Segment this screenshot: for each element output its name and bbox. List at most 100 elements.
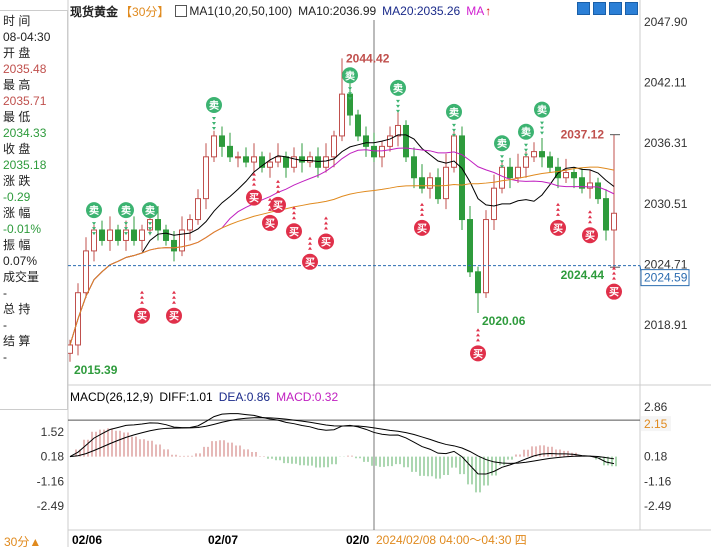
arrow-up-icon	[324, 221, 328, 225]
info-value: 0.07%	[3, 254, 38, 268]
signal-circle	[390, 79, 406, 96]
arrow-down-icon	[396, 109, 400, 113]
candle-body	[403, 124, 409, 158]
current-price-label: 2024.59	[644, 271, 688, 285]
buy-signal[interactable]: 买	[166, 290, 182, 324]
price-tick: 2036.31	[644, 136, 688, 150]
signal-label: 卖	[497, 137, 507, 150]
sell-signal[interactable]: 卖	[342, 67, 358, 101]
scroll-right-icon[interactable]	[625, 2, 638, 15]
buy-signal[interactable]: 买	[606, 266, 622, 300]
sell-signal[interactable]: 卖	[494, 135, 510, 169]
candle-body	[331, 135, 337, 158]
arrow-up-icon	[268, 207, 272, 211]
arrow-up-icon	[140, 295, 144, 299]
sell-signal[interactable]: 卖	[518, 123, 534, 157]
buy-signal[interactable]: 买	[246, 172, 262, 206]
arrow-up-icon[interactable]: ↑	[485, 4, 492, 18]
candle-body	[187, 219, 193, 231]
info-value: -	[3, 318, 7, 332]
candle-body	[395, 124, 401, 137]
ma20-line	[69, 147, 615, 346]
candle-body	[387, 135, 393, 147]
buy-signal[interactable]: 买	[318, 216, 334, 250]
price-tick: 2030.51	[644, 197, 688, 211]
ma50-line	[69, 166, 615, 346]
info-label: 涨 跌	[3, 174, 31, 188]
arrow-up-icon	[476, 328, 480, 332]
candle-body	[219, 135, 225, 147]
arrow-down-icon	[124, 227, 128, 231]
candle-body	[483, 219, 489, 294]
signal-circle	[318, 233, 334, 250]
arrow-up-icon	[612, 266, 616, 270]
signal-label: 卖	[209, 99, 219, 112]
buy-signal[interactable]: 买	[414, 202, 430, 236]
arrow-up-icon	[556, 202, 560, 206]
sell-signal[interactable]: 卖	[446, 103, 462, 137]
sell-signal[interactable]: 卖	[118, 202, 134, 236]
arrow-down-icon	[124, 232, 128, 236]
timeframe-label[interactable]: 【30分】	[120, 4, 170, 19]
arrow-down-icon	[348, 92, 352, 96]
arrow-down-icon	[212, 116, 216, 120]
candle-body	[171, 239, 177, 252]
arrow-up-icon	[476, 333, 480, 337]
buy-signal[interactable]: 买	[470, 328, 486, 362]
signal-label: 买	[273, 200, 283, 212]
macd-tick-right: -2.49	[644, 499, 672, 513]
candle-body	[107, 229, 113, 241]
sell-signal[interactable]: 卖	[534, 101, 550, 135]
arrow-down-icon	[148, 222, 152, 226]
current-price-box	[640, 269, 690, 287]
candle-body	[419, 177, 425, 189]
candle-body	[299, 156, 305, 163]
ma-indicator-icon[interactable]	[175, 5, 188, 17]
arrow-up-icon	[252, 177, 256, 181]
candle-body	[427, 177, 433, 189]
candle-body	[251, 156, 257, 163]
extreme-label: 2024.44	[561, 268, 605, 282]
buy-signal[interactable]: 买	[134, 290, 150, 324]
buy-signal[interactable]: 买	[270, 179, 286, 213]
signal-circle	[206, 96, 222, 113]
candle-body	[547, 156, 553, 168]
sell-signal[interactable]: 卖	[206, 96, 222, 130]
arrow-down-icon	[452, 133, 456, 137]
zoom-in-icon[interactable]	[593, 2, 606, 15]
ma-more[interactable]: MA	[466, 4, 485, 18]
candle-body	[227, 145, 233, 158]
buy-signal[interactable]: 买	[582, 210, 598, 244]
sell-signal[interactable]: 卖	[86, 202, 102, 236]
info-value: 2035.71	[3, 94, 47, 108]
arrow-up-icon	[588, 210, 592, 214]
timeframe-switcher[interactable]: 30分▲	[4, 535, 42, 549]
ma10-value: MA10:2036.99	[298, 4, 377, 18]
ohlc-info-panel: 时 间 08-04:30 开 盘 2035.48 最 高 2035.71 最 低 2034.3…	[0, 10, 68, 410]
arrow-down-icon	[348, 97, 352, 101]
candle-body	[467, 219, 473, 273]
zoom-out-icon[interactable]	[609, 2, 622, 15]
candle-body	[291, 156, 297, 168]
candle-body	[131, 229, 137, 241]
move-tool-icon[interactable]	[577, 2, 590, 15]
signal-label: 买	[249, 193, 259, 205]
arrow-up-icon	[292, 211, 296, 215]
arrow-up-icon	[268, 197, 272, 201]
signal-circle	[270, 196, 286, 213]
buy-signal[interactable]: 买	[302, 236, 318, 270]
arrow-up-icon	[324, 216, 328, 220]
ma-params[interactable]: MA1(10,20,50,100)	[189, 4, 293, 18]
info-value: -0.29	[3, 190, 31, 204]
candle-body	[571, 172, 577, 179]
sell-signal[interactable]: 卖	[390, 79, 406, 113]
sell-signal[interactable]: 卖	[142, 202, 158, 236]
buy-signal[interactable]: 买	[550, 202, 566, 236]
arrow-down-icon	[452, 123, 456, 127]
buy-signal[interactable]: 买	[286, 206, 302, 240]
info-value: 2034.33	[3, 126, 47, 140]
candle-body	[163, 229, 169, 241]
buy-signal[interactable]: 买	[262, 197, 278, 231]
macd-tick-right: 2.86	[644, 400, 668, 414]
